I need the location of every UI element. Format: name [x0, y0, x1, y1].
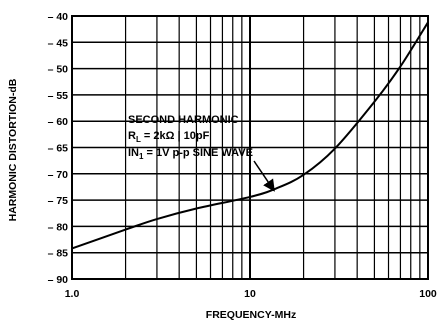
y-tick-label: – 80 — [48, 221, 69, 233]
y-tick-label: – 90 — [48, 274, 69, 286]
y-tick-label: – 45 — [48, 37, 69, 49]
x-tick-label: 1.0 — [65, 288, 80, 300]
y-tick-labels: – 40 – 45 – 50 – 55 – 60 – 65 – 70 – 75 – 80 – 85… — [48, 11, 69, 286]
annotation-line-1: SECOND HARMONIC — [128, 114, 239, 126]
y-tick-label: – 85 — [48, 248, 69, 260]
series-line — [71, 21, 429, 250]
x-tick-label: 100 — [419, 288, 437, 300]
y-axis-label: HARMONIC DISTORTION-dB — [7, 78, 19, 221]
x-tick-labels: 1.0 10 100 — [65, 288, 437, 300]
annotation-arrow — [253, 160, 275, 192]
y-tick-label: – 70 — [48, 169, 69, 181]
y-tick-label: – 60 — [48, 116, 69, 128]
annotation-line-2: RL = 2kΩ | 10pF — [128, 130, 210, 144]
annotation: SECOND HARMONIC RL = 2kΩ | 10pF IN1 = 1V… — [128, 114, 275, 192]
y-tick-label: – 65 — [48, 143, 69, 155]
y-tick-label: – 75 — [48, 195, 69, 207]
annotation-line-3: IN1 = 1V p-p SINE WAVE — [128, 147, 253, 161]
y-tick-label: – 50 — [48, 64, 69, 76]
x-axis-label: FREQUENCY-MHz — [206, 309, 296, 321]
x-tick-label: 10 — [244, 288, 256, 300]
plot-frame — [71, 15, 429, 280]
y-tick-label: – 55 — [48, 90, 69, 102]
y-tick-label: – 40 — [48, 11, 69, 23]
